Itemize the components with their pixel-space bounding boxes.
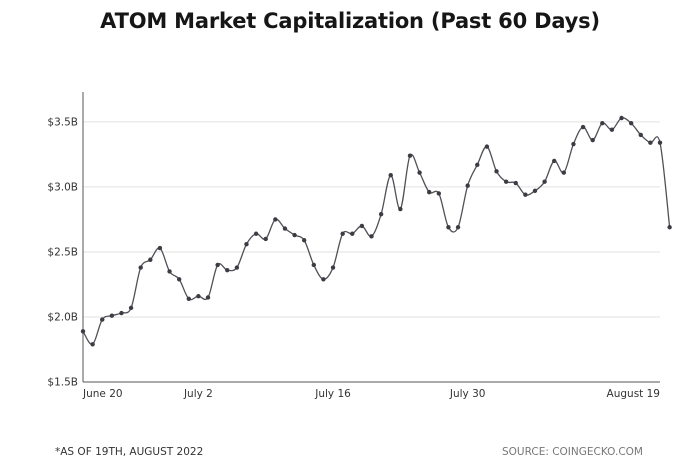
data-point [282,226,288,231]
y-tick-label: $3.0B [47,181,78,193]
data-point [350,231,355,236]
data-point [446,225,451,230]
data-point [417,170,422,175]
data-point [369,234,374,239]
y-tick-label: $3.5B [47,116,78,128]
data-point [234,265,240,270]
data-point [561,170,567,175]
data-point [580,124,586,130]
x-tick-label: July 30 [449,388,486,400]
series-line [82,117,671,346]
data-point [109,313,115,318]
data-point [590,137,595,143]
data-point [148,257,153,262]
data-point [244,241,249,247]
x-tick-label: August 19 [607,388,660,400]
x-tick-label: June 20 [82,388,123,400]
data-point [552,158,557,164]
y-tick-label: $2.5B [47,246,78,258]
data-point [571,141,576,147]
source-credit: SOURCE: COINGECKO.COM [501,446,643,458]
y-tick-label: $2.0B [47,311,78,323]
data-point [340,231,345,236]
data-point [330,265,336,270]
grid-lines [83,121,660,318]
data-point [215,262,220,268]
data-point [119,310,124,316]
data-point [128,305,134,311]
data-point [292,232,297,238]
data-point [532,188,538,194]
data-point [523,192,528,197]
data-point [263,236,268,242]
data-point [398,206,403,212]
data-point [657,140,663,145]
data-point [273,217,278,222]
data-point [427,189,432,195]
data-points [80,115,672,347]
data-point [609,127,615,132]
x-tick-label: July 16 [314,388,351,400]
data-point [648,140,653,145]
data-point [321,277,326,282]
data-point [484,144,490,149]
chart-title: ATOM Market Capitalization (Past 60 Days… [100,9,600,33]
data-point [600,121,605,126]
data-point [378,212,384,217]
data-point [196,293,201,299]
data-point [186,296,191,301]
x-tick-labels: June 20 July 2 July 16 July 30 August 19 [82,388,660,400]
as-of-footnote: *AS OF 19TH, AUGUST 2022 [55,446,204,458]
data-point [667,225,672,230]
data-point [301,238,307,243]
data-point [542,179,547,184]
data-point [513,180,518,186]
data-point [407,153,413,158]
data-point [176,277,182,282]
x-tick-label: July 2 [183,388,213,400]
data-point [359,223,365,229]
data-point [157,245,163,251]
data-point [388,173,393,178]
data-point [628,121,634,126]
data-point [90,342,95,347]
data-point [494,169,499,174]
data-point [100,317,105,322]
y-tick-label: $1.5B [47,377,78,389]
data-point [503,179,509,184]
data-point [311,262,316,268]
axes [82,92,660,383]
data-point [225,267,230,273]
data-point [638,132,643,138]
data-point [205,295,211,300]
data-point [138,265,143,270]
data-point [167,269,172,274]
data-point [253,231,259,236]
data-point [80,329,86,334]
data-point [436,191,442,196]
data-point [455,225,461,230]
data-point [619,115,624,121]
data-point [465,183,470,188]
data-point [475,162,480,168]
y-tick-labels: $1.5B $2.0B $2.5B $3.0B $3.5B [47,116,78,388]
